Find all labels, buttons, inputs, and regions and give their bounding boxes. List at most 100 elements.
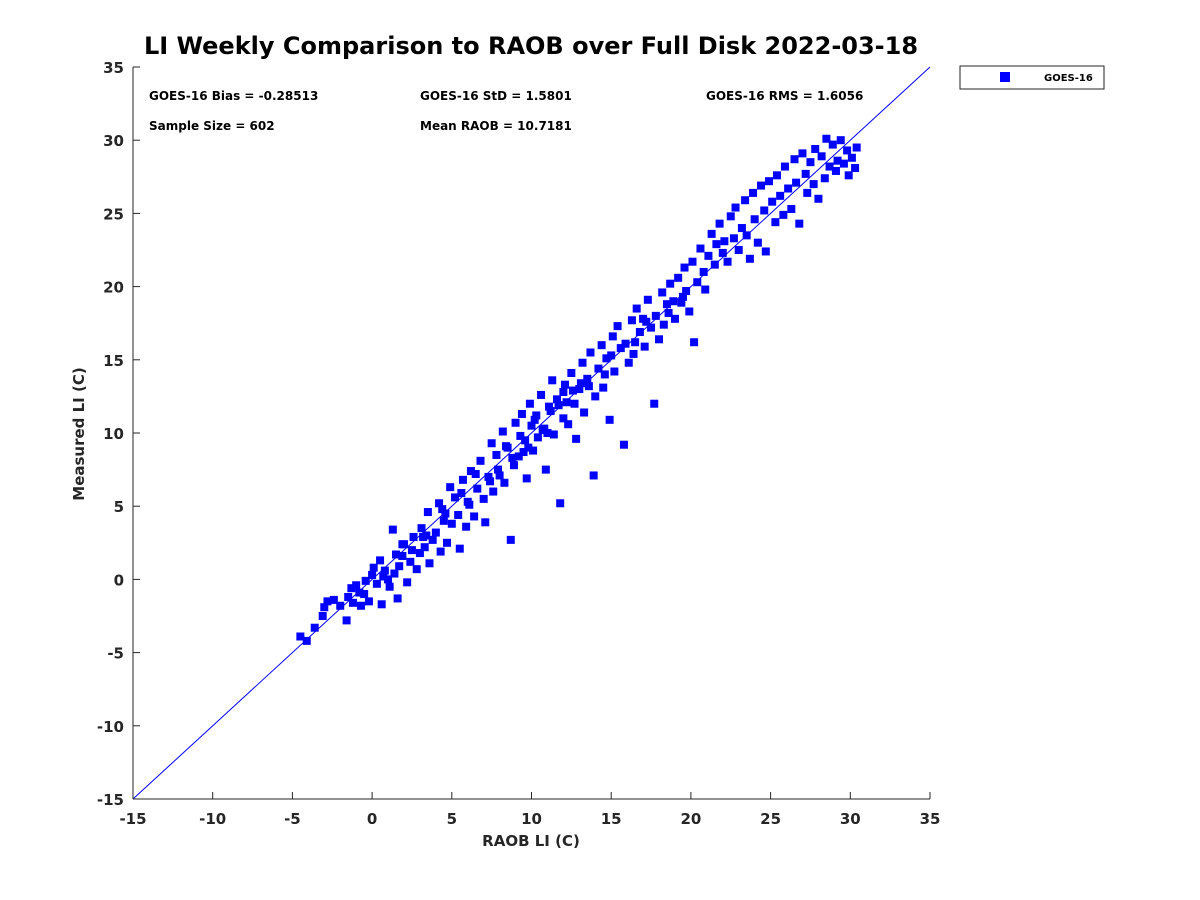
data-point: [549, 430, 558, 439]
y-tick-label: 0: [114, 571, 124, 589]
data-point: [741, 196, 750, 205]
data-point: [718, 248, 727, 257]
data-point: [420, 543, 429, 552]
data-point: [817, 152, 826, 161]
y-tick-label: 25: [103, 205, 124, 223]
data-point: [466, 467, 475, 476]
data-point: [347, 584, 356, 593]
data-point: [659, 320, 668, 329]
y-tick-label: 30: [103, 132, 124, 150]
data-point: [631, 338, 640, 347]
data-point: [696, 244, 705, 253]
data-point: [803, 188, 812, 197]
data-point: [613, 322, 622, 331]
data-point: [772, 171, 781, 180]
x-axis-label: RAOB LI (C): [482, 832, 580, 850]
stat-sample-size: Sample Size = 602: [149, 119, 275, 133]
data-point: [795, 219, 804, 228]
data-point: [666, 279, 675, 288]
data-point: [806, 158, 815, 167]
y-tick-label: -10: [97, 718, 124, 736]
data-point: [828, 140, 837, 149]
data-point: [380, 566, 389, 575]
data-point: [682, 286, 691, 295]
data-point: [627, 316, 636, 325]
data-point: [446, 483, 455, 492]
data-point: [753, 238, 762, 247]
data-point: [586, 348, 595, 357]
data-point: [607, 351, 616, 360]
stat-bias: GOES-16 Bias = -0.28513: [149, 89, 318, 103]
data-point: [519, 448, 528, 457]
data-point: [439, 516, 448, 525]
data-point: [619, 440, 628, 449]
data-point: [537, 390, 546, 399]
data-point: [336, 601, 345, 610]
data-point: [556, 499, 565, 508]
data-point: [674, 273, 683, 282]
data-point: [450, 493, 459, 502]
data-point: [455, 544, 464, 553]
data-point: [608, 332, 617, 341]
data-point: [492, 450, 501, 459]
data-point: [584, 382, 593, 391]
data-point: [509, 461, 518, 470]
data-point: [575, 385, 584, 394]
x-tick-label: 15: [601, 810, 622, 828]
y-tick-label: 20: [103, 279, 124, 297]
data-point: [651, 311, 660, 320]
data-point: [801, 169, 810, 178]
data-point: [616, 344, 625, 353]
data-point: [629, 349, 638, 358]
legend-box: [959, 65, 1105, 90]
data-point: [688, 257, 697, 266]
data-point: [524, 443, 533, 452]
data-point: [441, 509, 450, 518]
data-point: [562, 398, 571, 407]
data-point: [852, 143, 861, 152]
data-point: [583, 374, 592, 383]
data-point: [545, 402, 554, 411]
data-point: [406, 557, 415, 566]
data-point: [538, 426, 547, 435]
data-point: [737, 224, 746, 233]
data-point: [568, 386, 577, 395]
data-point: [376, 556, 385, 565]
data-point: [508, 453, 517, 462]
data-point: [495, 471, 504, 480]
data-point: [457, 489, 466, 498]
data-point: [790, 155, 799, 164]
data-point: [831, 166, 840, 175]
data-point: [742, 231, 751, 240]
data-point: [572, 434, 581, 443]
data-point: [403, 578, 412, 587]
data-point: [417, 524, 426, 533]
data-point: [757, 181, 766, 190]
data-point: [809, 180, 818, 189]
data-point: [640, 342, 649, 351]
data-point: [422, 531, 431, 540]
data-point: [484, 472, 493, 481]
data-point: [650, 399, 659, 408]
data-point: [296, 632, 305, 641]
data-point: [564, 420, 573, 429]
data-point: [559, 388, 568, 397]
data-point: [600, 370, 609, 379]
data-point: [342, 616, 351, 625]
data-point: [825, 162, 834, 171]
data-point: [527, 421, 536, 430]
data-point: [546, 407, 555, 416]
data-point: [476, 456, 485, 465]
data-point: [548, 376, 557, 385]
data-point: [664, 308, 673, 317]
data-point: [658, 288, 667, 297]
data-point: [685, 307, 694, 316]
data-point: [489, 487, 498, 496]
data-point: [597, 341, 606, 350]
data-point: [662, 300, 671, 309]
data-point: [787, 205, 796, 214]
data-point: [368, 571, 377, 580]
data-point: [647, 323, 656, 332]
data-point: [693, 278, 702, 287]
data-point: [811, 144, 820, 153]
